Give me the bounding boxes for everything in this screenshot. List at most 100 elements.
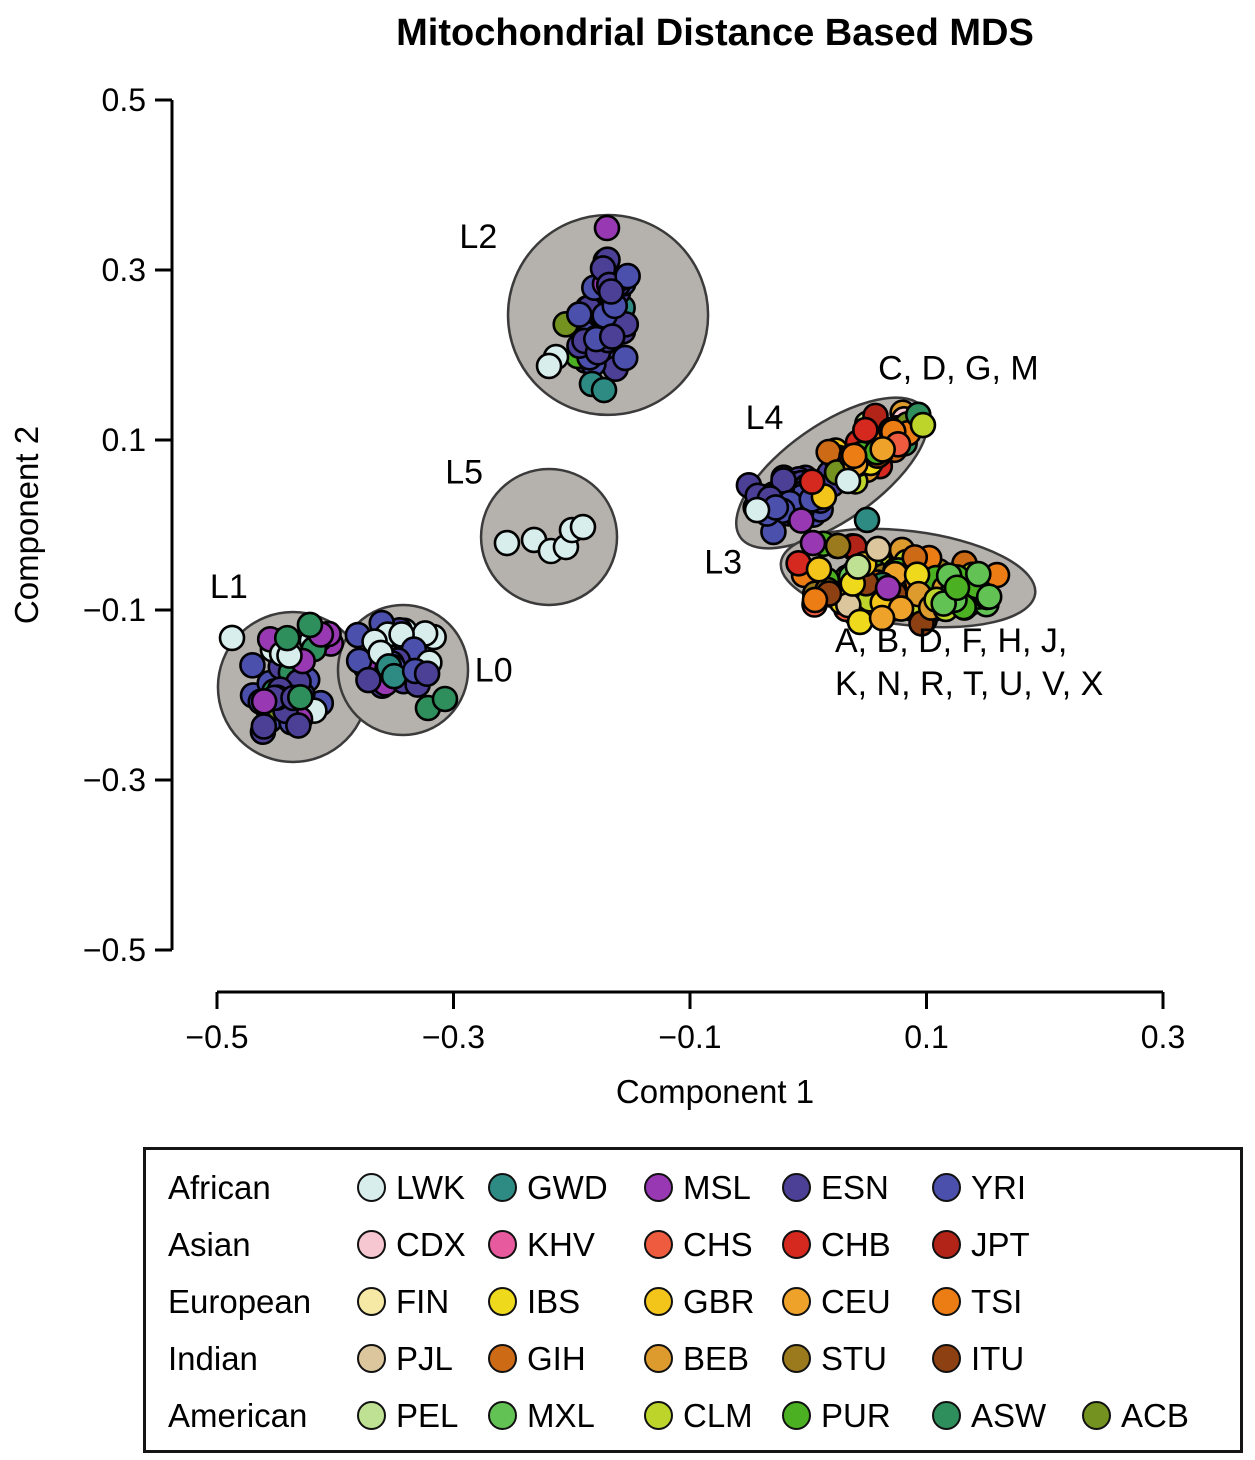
legend-item-BEB: BEB [644,1340,782,1378]
data-point-MSL [874,574,902,602]
legend-item-MSL: MSL [644,1169,782,1207]
legend-item-label: GIH [527,1339,586,1377]
legend-item-label: ITU [971,1339,1025,1377]
data-point-ASW [296,611,324,639]
data-point-CLM [909,411,937,439]
y-tick-label: 0.1 [102,422,146,458]
legend-swatch-PJL [357,1344,386,1373]
legend-item-label: CEU [821,1282,891,1320]
legend-item-label: IBS [527,1282,581,1320]
legend-swatch-PEL [357,1401,386,1430]
legend-row-asian: Asian CDX KHV CHS CHB JPT [168,1216,1240,1273]
legend-row-american: American PEL MXL CLM PUR ASW ACB [168,1387,1240,1444]
legend-swatch-CEU [782,1287,811,1316]
legend-swatch-TSI [932,1287,961,1316]
cluster-ellipse-L5 [479,467,619,607]
data-point-LWK [569,513,597,541]
scatter-plot: Mitochondrial Distance Based MDS 0.50.30… [8,12,1185,1110]
data-point-LWK [743,496,771,524]
legend-item-label: CHB [821,1225,891,1263]
data-point-GBR [805,555,833,583]
cluster-label-L4: L4 [746,399,784,437]
data-point-GWD [590,376,618,404]
legend-item-JPT: JPT [932,1226,1082,1264]
data-point-ASW [431,685,459,713]
cluster-label-L5: L5 [445,453,483,491]
annotation-cdgm: C, D, G, M [878,350,1039,388]
data-point-YRI [611,344,639,372]
legend-item-label: GBR [683,1282,755,1320]
cluster-label-L1: L1 [210,568,248,606]
data-point-ESN [355,666,382,694]
legend-swatch-GWD [488,1173,517,1202]
data-point-LWK [493,529,521,557]
point-layer [218,214,1011,746]
legend-swatch-GIH [488,1344,517,1373]
legend-item-label: ASW [971,1396,1047,1434]
axes-layer: 0.5 0.3 0.1 −0.1 −0.3 −0.5 −0.5 −0.3 −0.1 0.1 0.3 [83,82,1185,1055]
data-point-LWK [218,624,246,652]
legend-item-YRI: YRI [932,1169,1082,1207]
data-point-YRI [565,301,593,328]
legend-item-label: KHV [527,1225,595,1263]
legend-group-label: African [168,1168,271,1206]
chart-title: Mitochondrial Distance Based MDS [396,12,1034,54]
label-layer: L1 L0 L2 L5 L4 L3 C, D, G, M A, B, D, F, H, J, K… [210,218,1103,703]
legend-group-label: Indian [168,1339,258,1377]
y-axis-title: Component 2 [8,426,45,624]
legend-item-CEU: CEU [782,1283,932,1321]
legend-swatch-CHS [644,1230,673,1259]
annotation-haplogroups-line1: A, B, D, F, H, J, [835,622,1067,660]
legend-item-label: STU [821,1339,887,1377]
data-point-PUR [943,574,971,602]
data-point-CHB [852,416,879,444]
data-point-YRI [614,262,641,290]
legend-item-label: FIN [396,1282,450,1320]
legend-swatch-KHV [488,1230,517,1259]
data-point-ASW [273,624,301,652]
data-point-CEU [868,604,896,632]
cluster-label-L3: L3 [704,543,742,581]
data-point-TSI [801,586,829,614]
legend-item-ACB: ACB [1082,1397,1240,1435]
legend-item-label: JPT [971,1225,1030,1263]
legend-item-KHV: KHV [488,1226,644,1264]
data-point-CHB [798,468,826,495]
legend-item-label: ACB [1121,1396,1189,1434]
legend-swatch-IBS [488,1287,517,1316]
legend-item-label: TSI [971,1282,1023,1320]
x-tick-label: 0.1 [904,1019,948,1055]
data-point-ESN [285,712,312,739]
y-tick-label: 0.5 [102,82,146,118]
data-point-TSI [840,442,868,470]
legend-swatch-ACB [1082,1401,1111,1430]
legend-swatch-ITU [932,1344,961,1373]
legend-item-PJL: PJL [357,1340,488,1378]
x-tick-label: −0.1 [658,1019,721,1055]
legend-swatch-STU [782,1344,811,1373]
data-point-LWK [535,352,563,380]
legend-item-CLM: CLM [644,1397,782,1435]
legend-item-label: YRI [971,1168,1027,1206]
legend-row-indian: Indian PJL GIH BEB STU ITU [168,1330,1240,1387]
data-point-ESN [413,660,441,688]
legend-item-ASW: ASW [932,1397,1082,1435]
legend-item-GWD: GWD [488,1169,644,1207]
legend-swatch-BEB [644,1344,673,1373]
legend-item-label: MSL [683,1168,751,1206]
data-point-CEU [869,436,896,463]
cluster-label-L0: L0 [475,651,513,689]
legend-swatch-LWK [357,1173,386,1202]
cluster-label-L2: L2 [459,218,497,256]
data-point-STU [824,532,852,560]
legend-item-ITU: ITU [932,1340,1082,1378]
legend-swatch-CDX [357,1230,386,1259]
data-point-ESN [598,323,626,350]
legend-item-PEL: PEL [357,1397,488,1435]
legend-item-LWK: LWK [357,1169,488,1207]
legend-item-label: GWD [527,1168,608,1206]
legend-swatch-ASW [932,1401,961,1430]
legend-row-european: European FIN IBS GBR CEU TSI [168,1273,1240,1330]
legend-item-CDX: CDX [357,1226,488,1264]
data-point-MSL [250,688,278,715]
